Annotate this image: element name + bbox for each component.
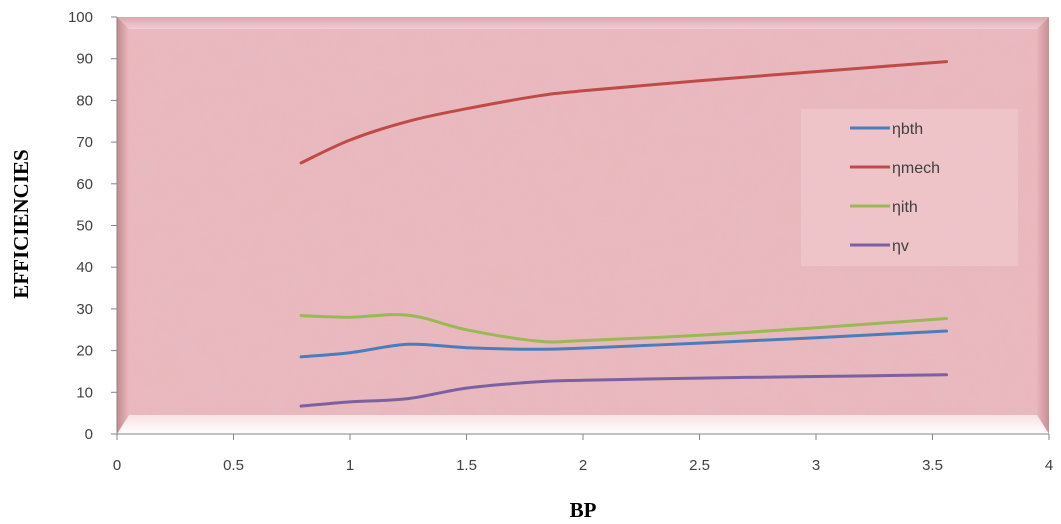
series-line-mech [299,60,948,165]
y-tick-label: 20 [76,343,93,360]
y-tick-labels: 0 10 20 30 40 50 60 70 80 90 100 [68,9,117,443]
x-tick-label: 3.5 [922,457,943,474]
x-axis-title: BP [570,498,597,522]
x-tick-label: 3 [812,457,820,474]
series-line-v [299,373,948,408]
y-tick-label: 80 [76,92,93,109]
y-axis-title: EFFICIENCIES [9,149,33,298]
y-tick-label: 30 [76,301,93,318]
legend: ηbth ηmech ηith ηv [850,121,940,255]
legend-label-ith: ηith [892,199,918,216]
y-tick-label: 10 [76,384,93,401]
legend-label-bth: ηbth [892,121,923,138]
x-tick-labels: 0 0.5 1 1.5 2 2.5 3 3.5 4 [113,434,1053,474]
x-tick-label: 0.5 [223,457,244,474]
y-tick-label: 0 [85,426,93,443]
x-tick-label: 2 [579,457,587,474]
series-line-ith [299,313,948,344]
x-tick-label: 2.5 [689,457,710,474]
y-tick-label: 90 [76,51,93,68]
y-tick-label: 50 [76,218,93,235]
x-tick-label: 1.5 [456,457,477,474]
y-tick-label: 100 [68,9,93,26]
y-tick-label: 40 [76,259,93,276]
legend-label-mech: ηmech [892,160,940,177]
x-tick-label: 0 [113,457,121,474]
x-tick-label: 4 [1045,457,1053,474]
series-lines [299,60,948,408]
x-tick-label: 1 [346,457,354,474]
legend-box [801,109,1018,266]
y-tick-label: 70 [76,134,93,151]
legend-label-v: ηv [892,238,909,255]
series-line-bth [299,329,948,359]
y-tick-label: 60 [76,176,93,193]
